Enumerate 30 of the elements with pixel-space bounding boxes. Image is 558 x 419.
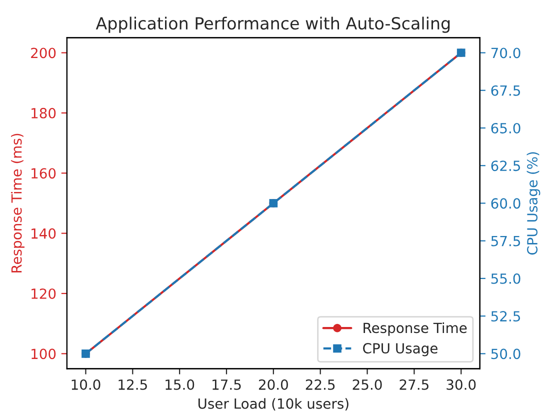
y-tick-label: 120: [32, 288, 56, 299]
y-axis-title: Response Time (ms): [11, 134, 24, 272]
y2-tick-label: 55.0: [491, 273, 520, 284]
y2-tick-label: 67.5: [491, 85, 520, 96]
y-tick-label: 160: [32, 168, 56, 179]
y2-tick-label: 50.0: [491, 348, 520, 360]
y-tick-label: 200: [31, 48, 56, 58]
y2-tick-label: 70.0: [491, 48, 520, 58]
y2-tick-label: 52.5: [491, 311, 520, 322]
chart-title: Application Performance with Auto-Scaling: [96, 16, 450, 33]
y2-tick-label: 65.0: [491, 122, 520, 134]
y2-axis-title: CPU Usage (%): [526, 152, 540, 255]
x-tick-label: 27.5: [400, 379, 428, 390]
x-tick-label: 17.5: [212, 380, 241, 390]
y-tick-label: 100: [32, 348, 56, 360]
x-tick-label: 22.5: [306, 379, 335, 390]
x-tick-label: 15.0: [166, 379, 194, 390]
y2-tick-label: 60.0: [491, 198, 520, 209]
x-tick-label: 20.0: [258, 379, 288, 390]
legend-label: Response Time: [364, 322, 467, 336]
x-tick-label: 12.5: [118, 379, 147, 390]
y2-tick-label: 62.5: [491, 160, 520, 172]
y-tick-label: 140: [32, 228, 56, 239]
x-axis-title: User Load (10k users): [198, 398, 348, 411]
y2-tick-label: 57.5: [491, 236, 520, 246]
x-tick-label: 10.0: [72, 379, 100, 390]
legend-label: CPU Usage: [363, 343, 438, 356]
x-tick-label: 30.0: [446, 379, 476, 390]
y-tick-label: 180: [32, 108, 56, 118]
x-tick-label: 25.0: [352, 379, 382, 390]
